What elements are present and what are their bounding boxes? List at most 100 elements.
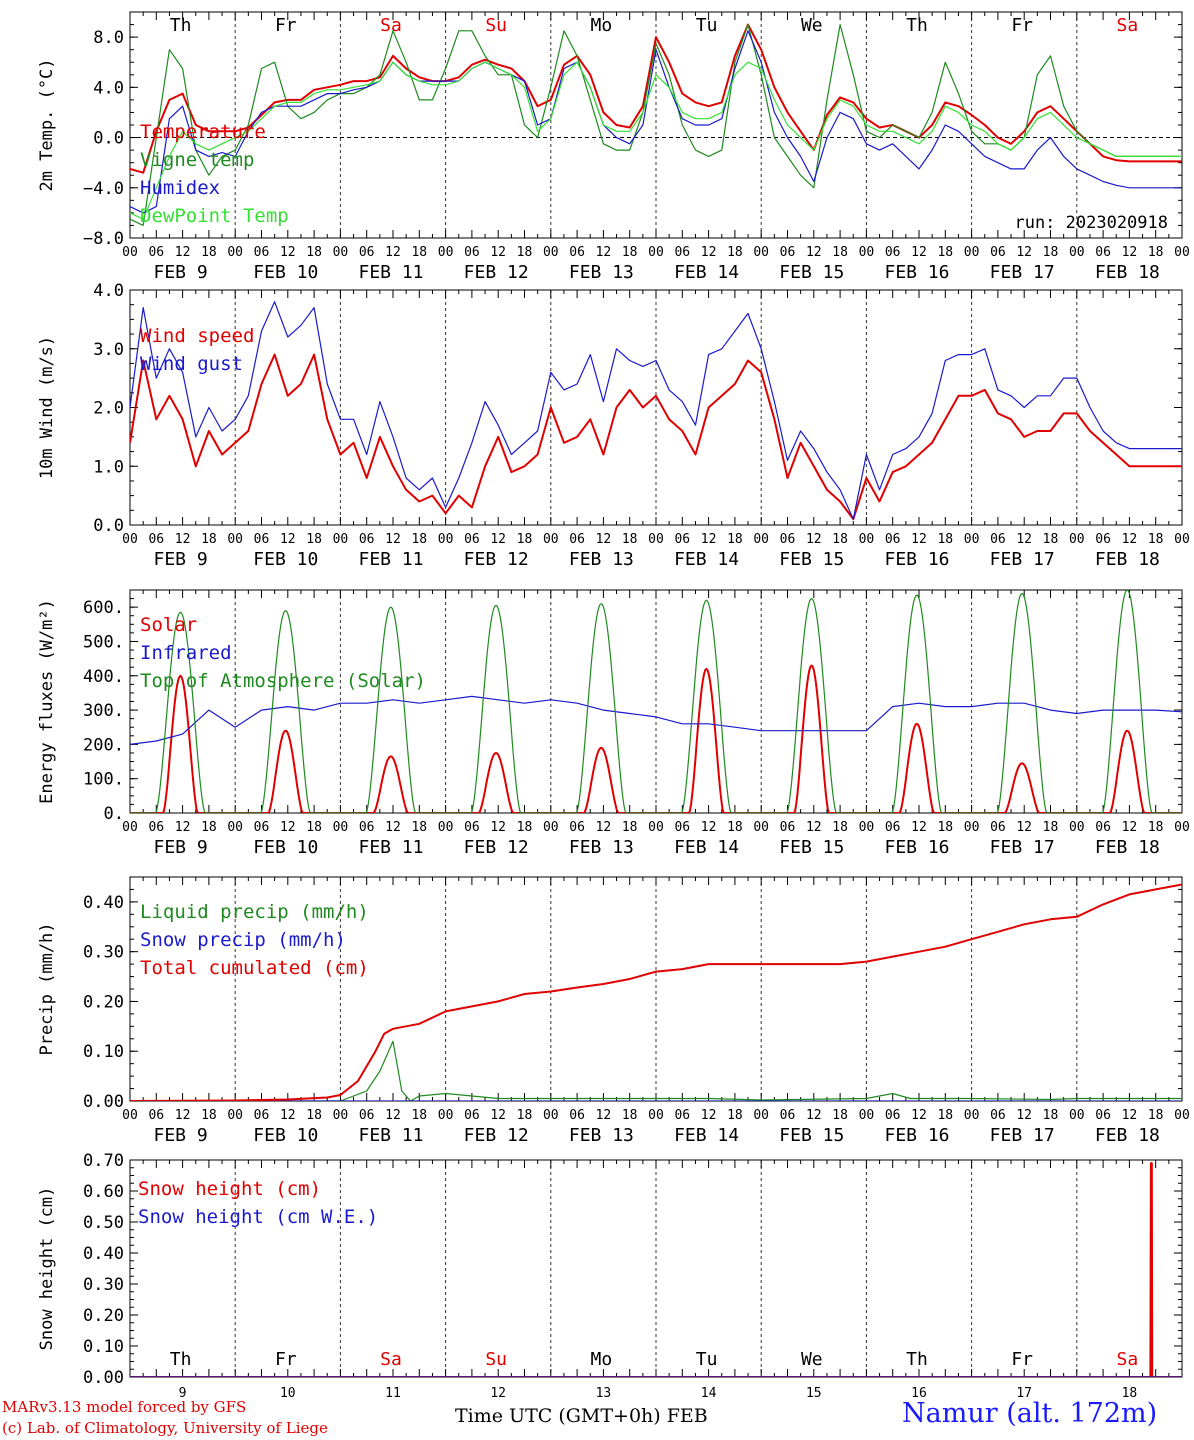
y-tick-label: 0.30 [83, 943, 124, 963]
day-name-label: Mo [591, 15, 613, 36]
day-name-label: Sa [380, 15, 402, 36]
hour-label: 18 [411, 1108, 427, 1123]
hour-label: 12 [175, 532, 191, 547]
hour-label: 00 [1174, 245, 1190, 260]
hour-label: 00 [122, 820, 138, 835]
y-tick-label: 0.40 [83, 1244, 124, 1264]
legend-entry: Solar [140, 614, 197, 636]
hour-label: 00 [753, 532, 769, 547]
date-label: FEB 16 [884, 549, 949, 570]
y-tick-label: 200. [83, 735, 124, 755]
hour-label: 06 [569, 532, 585, 547]
hour-label: 00 [333, 1108, 349, 1123]
hour-label: 06 [464, 820, 480, 835]
hour-label: 06 [885, 1108, 901, 1123]
series-line-dewpoint-temp [130, 61, 1182, 220]
y-tick-label: 4.0 [93, 281, 124, 301]
hour-label: 06 [780, 245, 796, 260]
day-name-label: Fr [275, 15, 297, 36]
hour-label: 18 [517, 532, 533, 547]
hour-label: 18 [306, 1108, 322, 1123]
hour-label: 18 [306, 820, 322, 835]
hour-label: 12 [1122, 532, 1138, 547]
plot-frame [129, 589, 1183, 814]
hour-label: 00 [543, 1108, 559, 1123]
day-name-label: Mo [591, 1349, 613, 1370]
hour-label: 00 [964, 820, 980, 835]
run-annotation: run: 2023020918 [1014, 213, 1168, 233]
y-tick-label: 0.40 [83, 893, 124, 913]
hour-label: 18 [411, 820, 427, 835]
day-number-label: 12 [490, 1386, 506, 1401]
hour-label: 18 [517, 245, 533, 260]
y-tick-label: 0.60 [83, 1182, 124, 1202]
hour-label: 00 [543, 820, 559, 835]
hour-label: 12 [280, 532, 296, 547]
day-name-label: Th [906, 1349, 928, 1370]
hour-label: 12 [385, 820, 401, 835]
day-name-label: Sa [380, 1349, 402, 1370]
day-number-label: 9 [179, 1386, 187, 1401]
day-name-label: Fr [1011, 15, 1033, 36]
hour-label: 00 [753, 820, 769, 835]
day-number-label: 17 [1016, 1386, 1032, 1401]
day-number-label: 18 [1122, 1386, 1138, 1401]
hour-label: 06 [148, 820, 164, 835]
y-tick-label: 0.10 [83, 1337, 124, 1357]
date-label: FEB 17 [990, 1125, 1055, 1146]
hour-label: 18 [411, 245, 427, 260]
hour-label: 12 [385, 1108, 401, 1123]
date-label: FEB 15 [779, 262, 844, 283]
hour-label: 00 [122, 245, 138, 260]
hour-label: 00 [438, 245, 454, 260]
hour-label: 12 [911, 532, 927, 547]
legend-entry: Vigne temp [140, 149, 254, 171]
day-name-label: Sa [1117, 15, 1139, 36]
hour-label: 12 [911, 1108, 927, 1123]
y-tick-label: 600. [83, 598, 124, 618]
hour-label: 12 [911, 820, 927, 835]
hour-label: 00 [333, 245, 349, 260]
hour-label: 00 [1069, 532, 1085, 547]
hour-label: 06 [569, 245, 585, 260]
date-label: FEB 11 [358, 262, 423, 283]
day-name-label: Th [170, 1349, 192, 1370]
hour-label: 12 [1016, 820, 1032, 835]
series-line-infrared [130, 695, 1182, 745]
hour-label: 06 [990, 820, 1006, 835]
hour-label: 18 [937, 532, 953, 547]
date-label: FEB 10 [253, 1125, 318, 1146]
y-axis-label: Snow height (cm) [37, 1187, 57, 1351]
hour-label: 06 [1095, 532, 1111, 547]
hour-label: 06 [780, 820, 796, 835]
hour-label: 12 [280, 820, 296, 835]
hour-label: 06 [148, 245, 164, 260]
hour-label: 06 [1095, 820, 1111, 835]
hour-label: 12 [280, 245, 296, 260]
hour-label: 18 [727, 820, 743, 835]
hour-label: 00 [333, 532, 349, 547]
hour-label: 06 [569, 1108, 585, 1123]
y-tick-label: 0.20 [83, 992, 124, 1012]
y-tick-label: 0.00 [83, 1092, 124, 1112]
date-label: FEB 18 [1095, 1125, 1160, 1146]
date-label: FEB 14 [674, 549, 739, 570]
hour-label: 18 [1148, 245, 1164, 260]
hour-label: 00 [1174, 532, 1190, 547]
date-label: FEB 17 [990, 262, 1055, 283]
series-line-wind-gust [130, 301, 1182, 520]
legend-entry: Snow height (cm) [138, 1178, 321, 1200]
hour-label: 12 [806, 820, 822, 835]
hour-label: 06 [674, 820, 690, 835]
hour-label: 00 [122, 532, 138, 547]
hour-label: 00 [1069, 245, 1085, 260]
hour-label: 00 [227, 532, 243, 547]
date-label: FEB 17 [990, 837, 1055, 858]
y-tick-label: 300. [83, 701, 124, 721]
date-label: FEB 12 [464, 549, 529, 570]
lab-credit: (c) Lab. of Climatology, University of L… [2, 1419, 328, 1437]
date-label: FEB 10 [253, 837, 318, 858]
hour-label: 06 [885, 820, 901, 835]
y-tick-label: 0.30 [83, 1275, 124, 1295]
chart-panel-4: 0.00 0.10 0.20 0.30 0.40 Precip (mm/h) 00 06 12 1… [37, 876, 1190, 1146]
